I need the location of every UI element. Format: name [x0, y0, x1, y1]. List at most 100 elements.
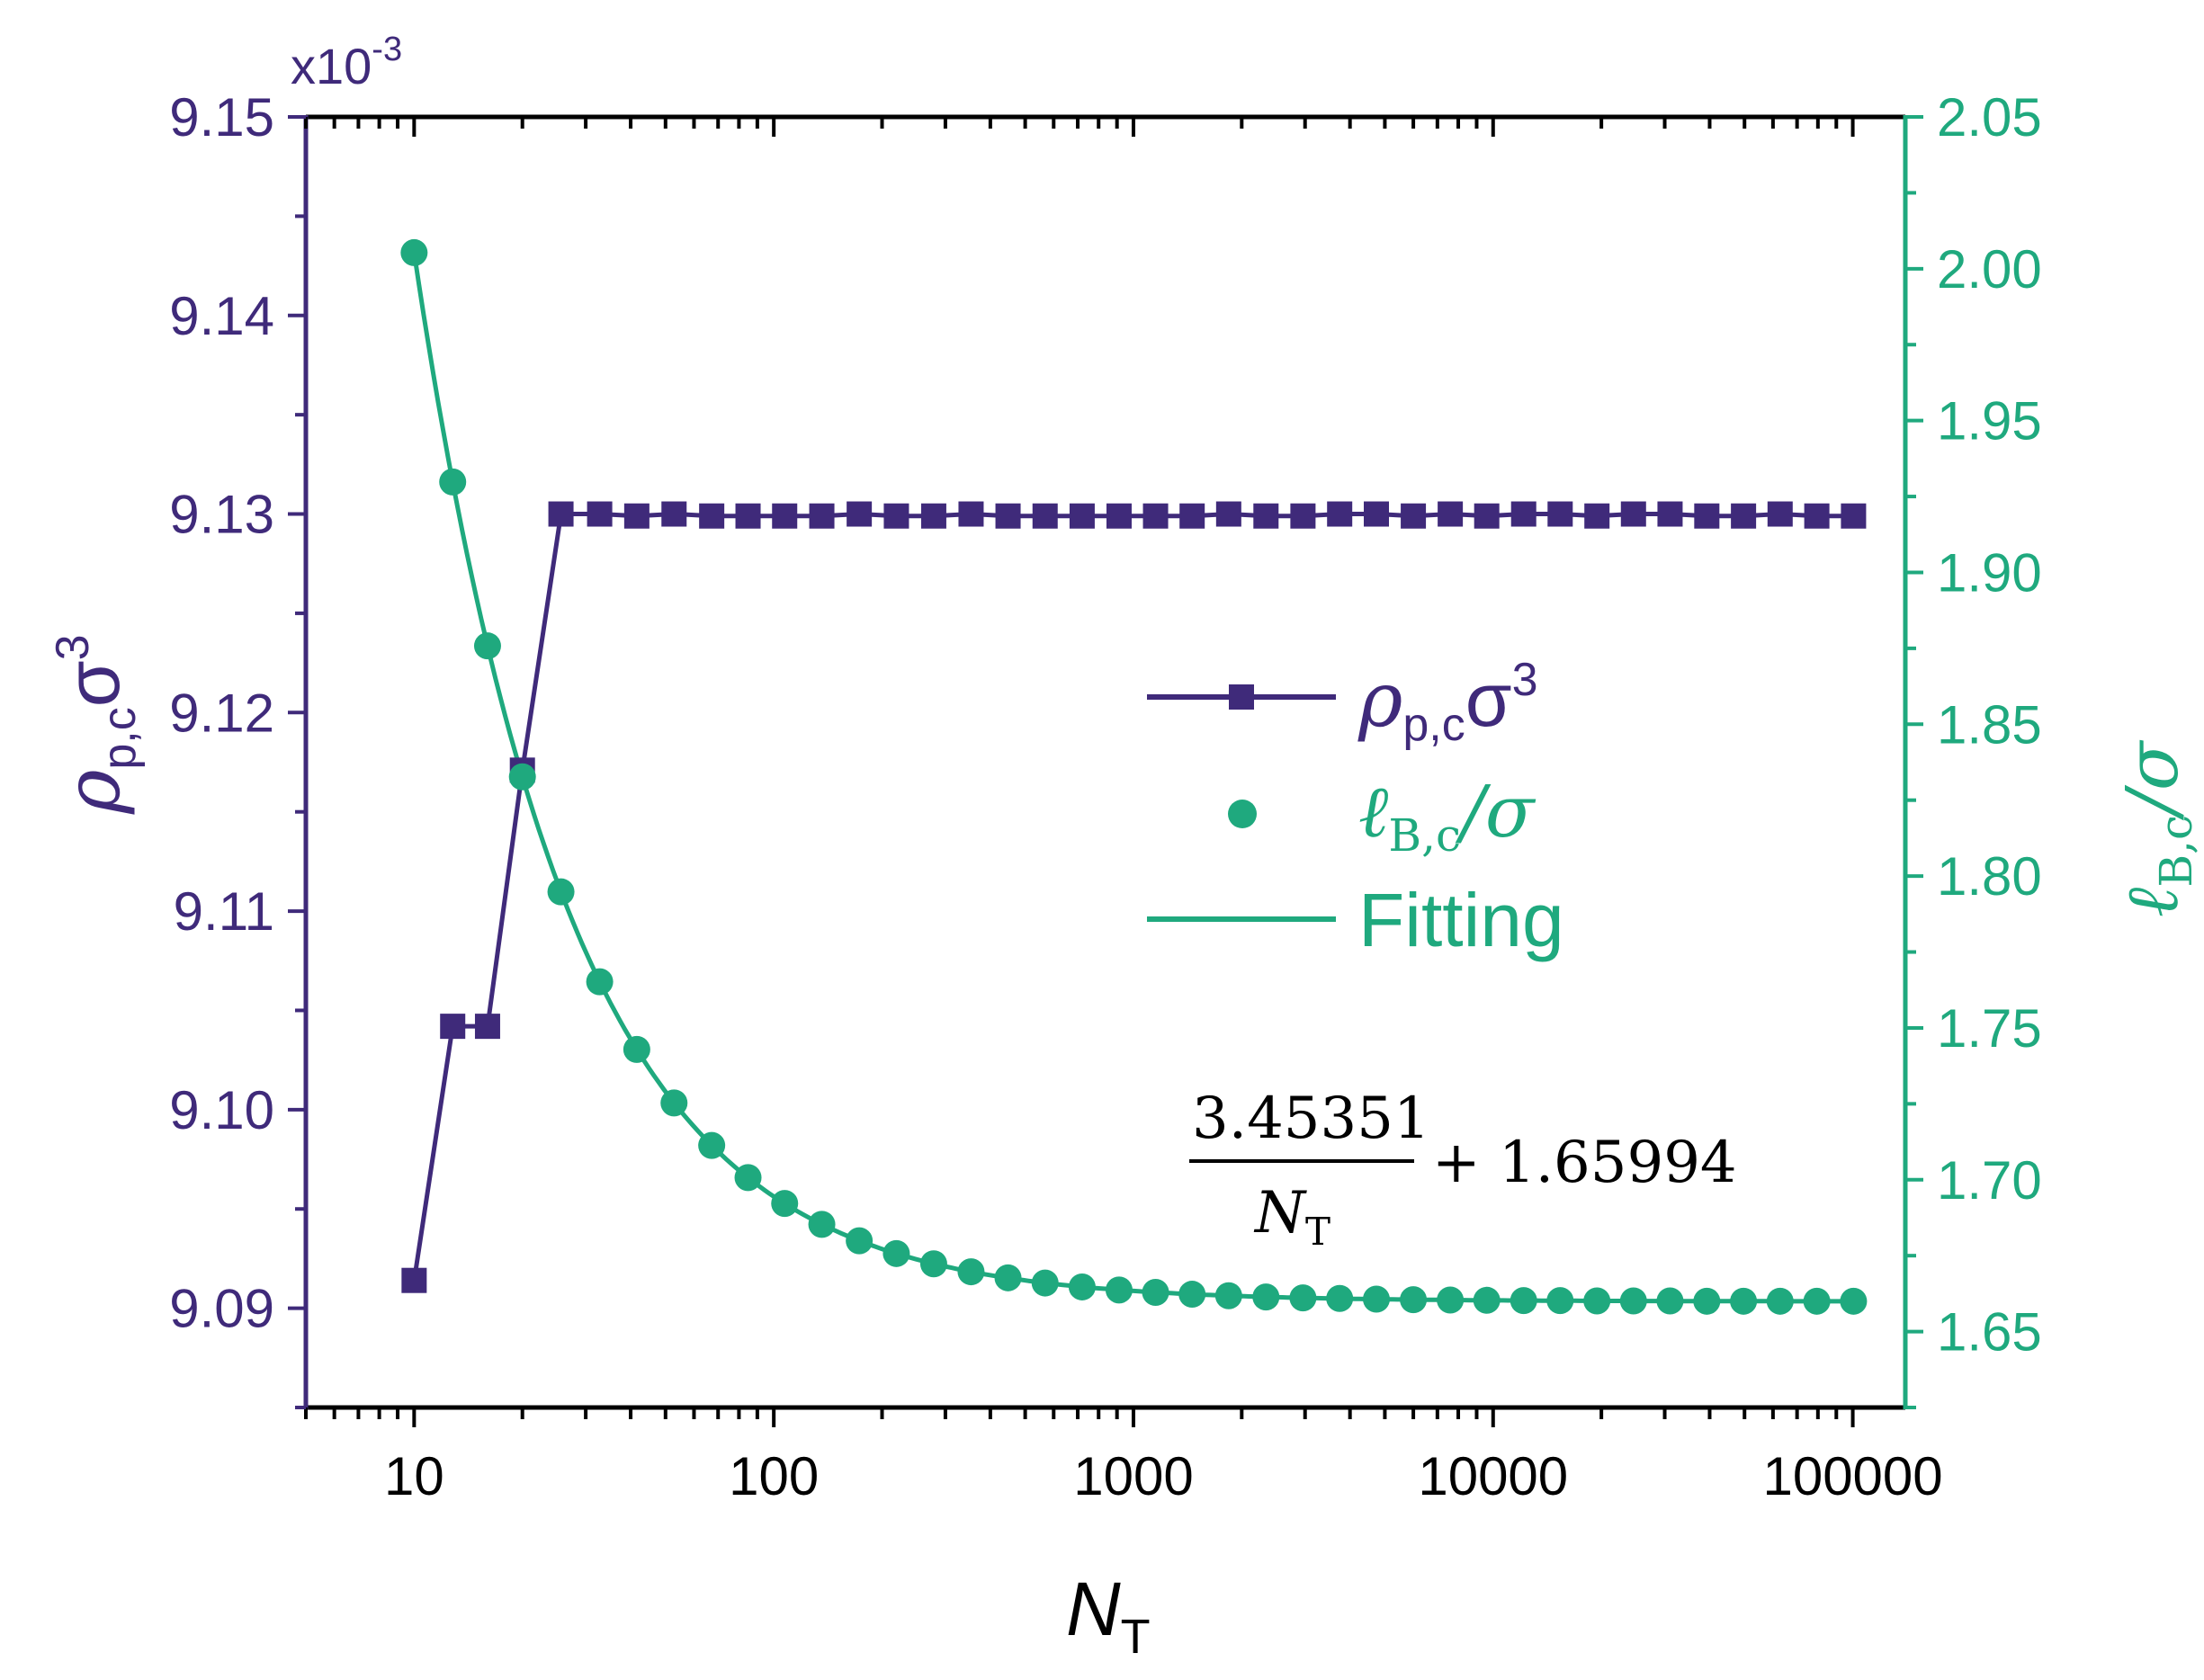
bjerrum-point [734, 1164, 762, 1192]
right-tick-label: 1.75 [1937, 998, 2042, 1059]
legend-label-bjerrum-tail: /σ [1455, 770, 1537, 853]
bjerrum-point [957, 1258, 985, 1286]
left-axis-label-tail: σ [50, 660, 135, 707]
density-point [1069, 503, 1095, 529]
bjerrum-point [660, 1089, 688, 1117]
density-point [1474, 503, 1500, 529]
bjerrum-point [508, 763, 536, 791]
density-point [474, 1014, 500, 1040]
bjerrum-point [1693, 1287, 1721, 1315]
bjerrum-point [1252, 1283, 1280, 1311]
density-point [772, 503, 798, 529]
bjerrum-point [1142, 1279, 1169, 1307]
bjerrum-point [771, 1190, 799, 1218]
bjerrum-point [882, 1239, 910, 1267]
legend-label-density-sub: p,c [1402, 699, 1465, 751]
right-axis-ticks: 1.65 1.70 1.75 1.80 1.85 1.90 1.95 2.00 2.05 [1905, 87, 2042, 1409]
density-point [883, 503, 909, 529]
legend-label-density-sup: 3 [1512, 654, 1538, 706]
left-tick-label: 9.10 [169, 1080, 274, 1140]
density-point [1290, 503, 1316, 529]
x-axis-label: NT [1066, 1567, 1151, 1664]
density-point [548, 501, 574, 527]
density-point [1510, 501, 1537, 527]
bjerrum-point [808, 1211, 836, 1238]
x-tick-label: 100000 [1762, 1446, 1942, 1506]
fitting-curve [411, 252, 1854, 1304]
density-point [1401, 503, 1427, 529]
density-point [1253, 503, 1279, 529]
x-tick-label: 1000 [1073, 1446, 1193, 1506]
density-point [1142, 503, 1169, 529]
right-tick-label: 1.90 [1937, 542, 2042, 603]
fit-formula-denominator: NT [1253, 1180, 1330, 1254]
bjerrum-point [994, 1264, 1022, 1291]
bjerrum-point [1730, 1287, 1758, 1315]
right-tick-label: 1.65 [1937, 1302, 2042, 1363]
density-point [661, 501, 687, 527]
density-line [411, 511, 1854, 1282]
density-point [1438, 501, 1464, 527]
bjerrum-point [1766, 1287, 1794, 1315]
bjerrum-point [698, 1131, 726, 1159]
density-point [1731, 503, 1757, 529]
left-axis-multiplier-exp: -3 [372, 31, 402, 68]
legend: ρp,cσ3 ℓB,c/σ Fitting [1147, 654, 1564, 962]
legend-label-fitting: Fitting [1358, 878, 1564, 962]
legend-marker-circle [1228, 800, 1257, 828]
bjerrum-point [1840, 1287, 1868, 1315]
bjerrum-point [623, 1035, 650, 1063]
bjerrum-point [439, 468, 467, 496]
left-axis-multiplier: x10-3 [291, 31, 402, 94]
left-tick-label: 9.09 [169, 1279, 274, 1339]
bjerrum-point [1437, 1286, 1465, 1314]
fit-formula-denominator-sub: T [1305, 1210, 1330, 1254]
bjerrum-point [1619, 1287, 1647, 1315]
bjerrum-point [1031, 1269, 1059, 1297]
fit-formula-tail: + 1.65994 [1432, 1130, 1737, 1196]
bjerrum-point [1473, 1286, 1501, 1314]
bjerrum-point [1362, 1285, 1390, 1313]
bjerrum-point [586, 968, 614, 996]
density-point [1215, 501, 1241, 527]
density-point [1363, 501, 1389, 527]
legend-label-bjerrum: ℓB,c/σ [1358, 770, 1537, 862]
left-tick-label: 9.14 [169, 286, 274, 346]
left-tick-label: 9.15 [169, 87, 274, 147]
right-tick-label: 1.95 [1937, 391, 2042, 451]
left-axis-label-sup: 3 [47, 634, 99, 660]
right-axis-label-main: ℓ [2110, 888, 2194, 917]
density-point [735, 503, 761, 529]
plot-frame [303, 114, 1908, 1410]
right-tick-label: 2.00 [1937, 239, 2042, 299]
right-axis-label-tail: /σ [2110, 739, 2194, 821]
legend-label-bjerrum-sub: B,c [1388, 809, 1461, 862]
series-layer [400, 238, 1868, 1315]
left-axis-label-main: ρ [49, 770, 137, 815]
bjerrum-point [547, 878, 575, 906]
left-tick-label: 9.12 [169, 683, 274, 743]
right-tick-label: 1.80 [1937, 846, 2042, 907]
density-point [1767, 501, 1793, 527]
right-tick-label: 1.70 [1937, 1150, 2042, 1211]
right-axis-label-sub: B,c [2150, 815, 2202, 888]
legend-label-density: ρp,cσ3 [1357, 654, 1538, 751]
x-axis-label-main: N [1066, 1567, 1121, 1651]
bjerrum-point [919, 1250, 947, 1278]
density-point [1327, 501, 1353, 527]
density-point [809, 503, 835, 529]
density-point [847, 501, 873, 527]
density-point [440, 1014, 466, 1040]
left-tick-label: 9.13 [169, 485, 274, 545]
bjerrum-point [473, 632, 501, 660]
x-tick-label: 10000 [1418, 1446, 1568, 1506]
density-point [401, 1267, 427, 1293]
density-point [920, 503, 946, 529]
left-axis-multiplier-base: x10 [291, 38, 372, 94]
bjerrum-point [1178, 1281, 1206, 1309]
x-axis-label-sub: T [1121, 1610, 1151, 1664]
right-axis-label: ℓB,c/σ [2110, 739, 2202, 917]
bjerrum-point [1546, 1287, 1574, 1315]
bjerrum-point [846, 1227, 874, 1255]
fit-formula-numerator: 3.45351 [1192, 1086, 1430, 1152]
